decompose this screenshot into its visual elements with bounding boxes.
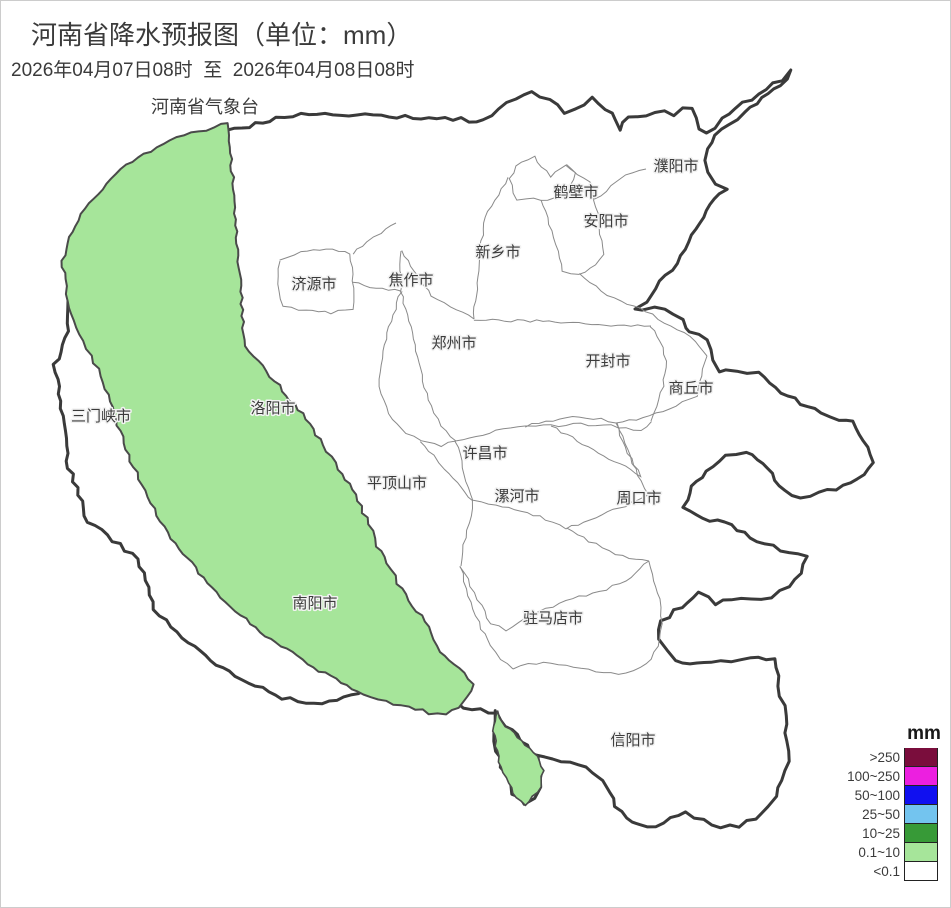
- svg-text:漯河市: 漯河市: [494, 488, 539, 505]
- svg-text:商丘市: 商丘市: [668, 380, 713, 397]
- svg-text:郑州市: 郑州市: [431, 335, 476, 352]
- svg-text:驻马店市: 驻马店市: [523, 610, 583, 627]
- svg-text:平顶山市: 平顶山市: [367, 475, 427, 492]
- svg-text:洛阳市: 洛阳市: [250, 400, 295, 417]
- svg-text:信阳市: 信阳市: [610, 732, 655, 749]
- svg-text:济源市: 济源市: [291, 276, 336, 293]
- svg-text:开封市: 开封市: [585, 353, 630, 370]
- svg-text:新乡市: 新乡市: [475, 244, 520, 261]
- svg-text:焦作市: 焦作市: [388, 272, 433, 289]
- svg-text:安阳市: 安阳市: [583, 213, 628, 230]
- svg-text:许昌市: 许昌市: [462, 445, 507, 462]
- svg-text:鹤壁市: 鹤壁市: [553, 184, 598, 201]
- svg-text:南阳市: 南阳市: [292, 595, 337, 612]
- svg-text:周口市: 周口市: [616, 490, 661, 507]
- svg-text:三门峡市: 三门峡市: [71, 408, 131, 425]
- svg-text:濮阳市: 濮阳市: [653, 158, 698, 175]
